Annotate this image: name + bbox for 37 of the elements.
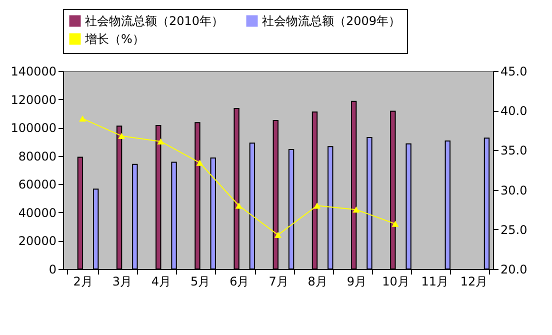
y-tick-label: 140000 [10,64,56,78]
y2-tick-label: 45.0 [500,64,528,78]
y-tick-label: 120000 [10,92,56,107]
y2-tick-label: 35.0 [500,144,528,158]
x-tick-label: 9月 [346,274,366,288]
x-tick-label: 3月 [112,274,132,288]
point [157,138,164,145]
point [314,202,321,209]
x-tick-label: 7月 [268,274,288,288]
point [352,206,360,213]
legend-label: 社会物流总额（2009年） [262,14,401,28]
x-tick-label: 8月 [308,274,328,288]
point [235,202,242,209]
y2-tick-label: 40.0 [500,104,528,118]
x-tick-label: 10月 [382,274,410,288]
x-tick-label: 4月 [151,274,172,288]
point [118,132,126,140]
x-tick-label: 5月 [190,274,210,288]
y-tick-label: 0 [48,262,56,276]
y-tick-label: 40000 [18,206,56,220]
x-tick-label: 2月 [73,274,93,288]
point [392,220,399,227]
legend-label: 社会物流总额（2010年） [85,14,224,28]
x-tick-label: 12月 [460,274,488,288]
y-tick-label: 80000 [18,149,56,164]
legend-label: 增长（%） [84,32,144,46]
point [79,115,86,122]
point [274,232,282,238]
y-tick-label: 20000 [18,234,56,248]
x-tick-label: 11月 [421,274,449,288]
y2-tick-label: 25.0 [500,222,528,237]
y-tick-label: 100000 [10,121,56,136]
y-tick-label: 60000 [18,178,56,192]
point [196,160,204,166]
y2-tick-label: 20.0 [500,262,528,276]
y2-tick-label: 30.0 [500,183,528,198]
x-tick-label: 6月 [230,274,250,288]
